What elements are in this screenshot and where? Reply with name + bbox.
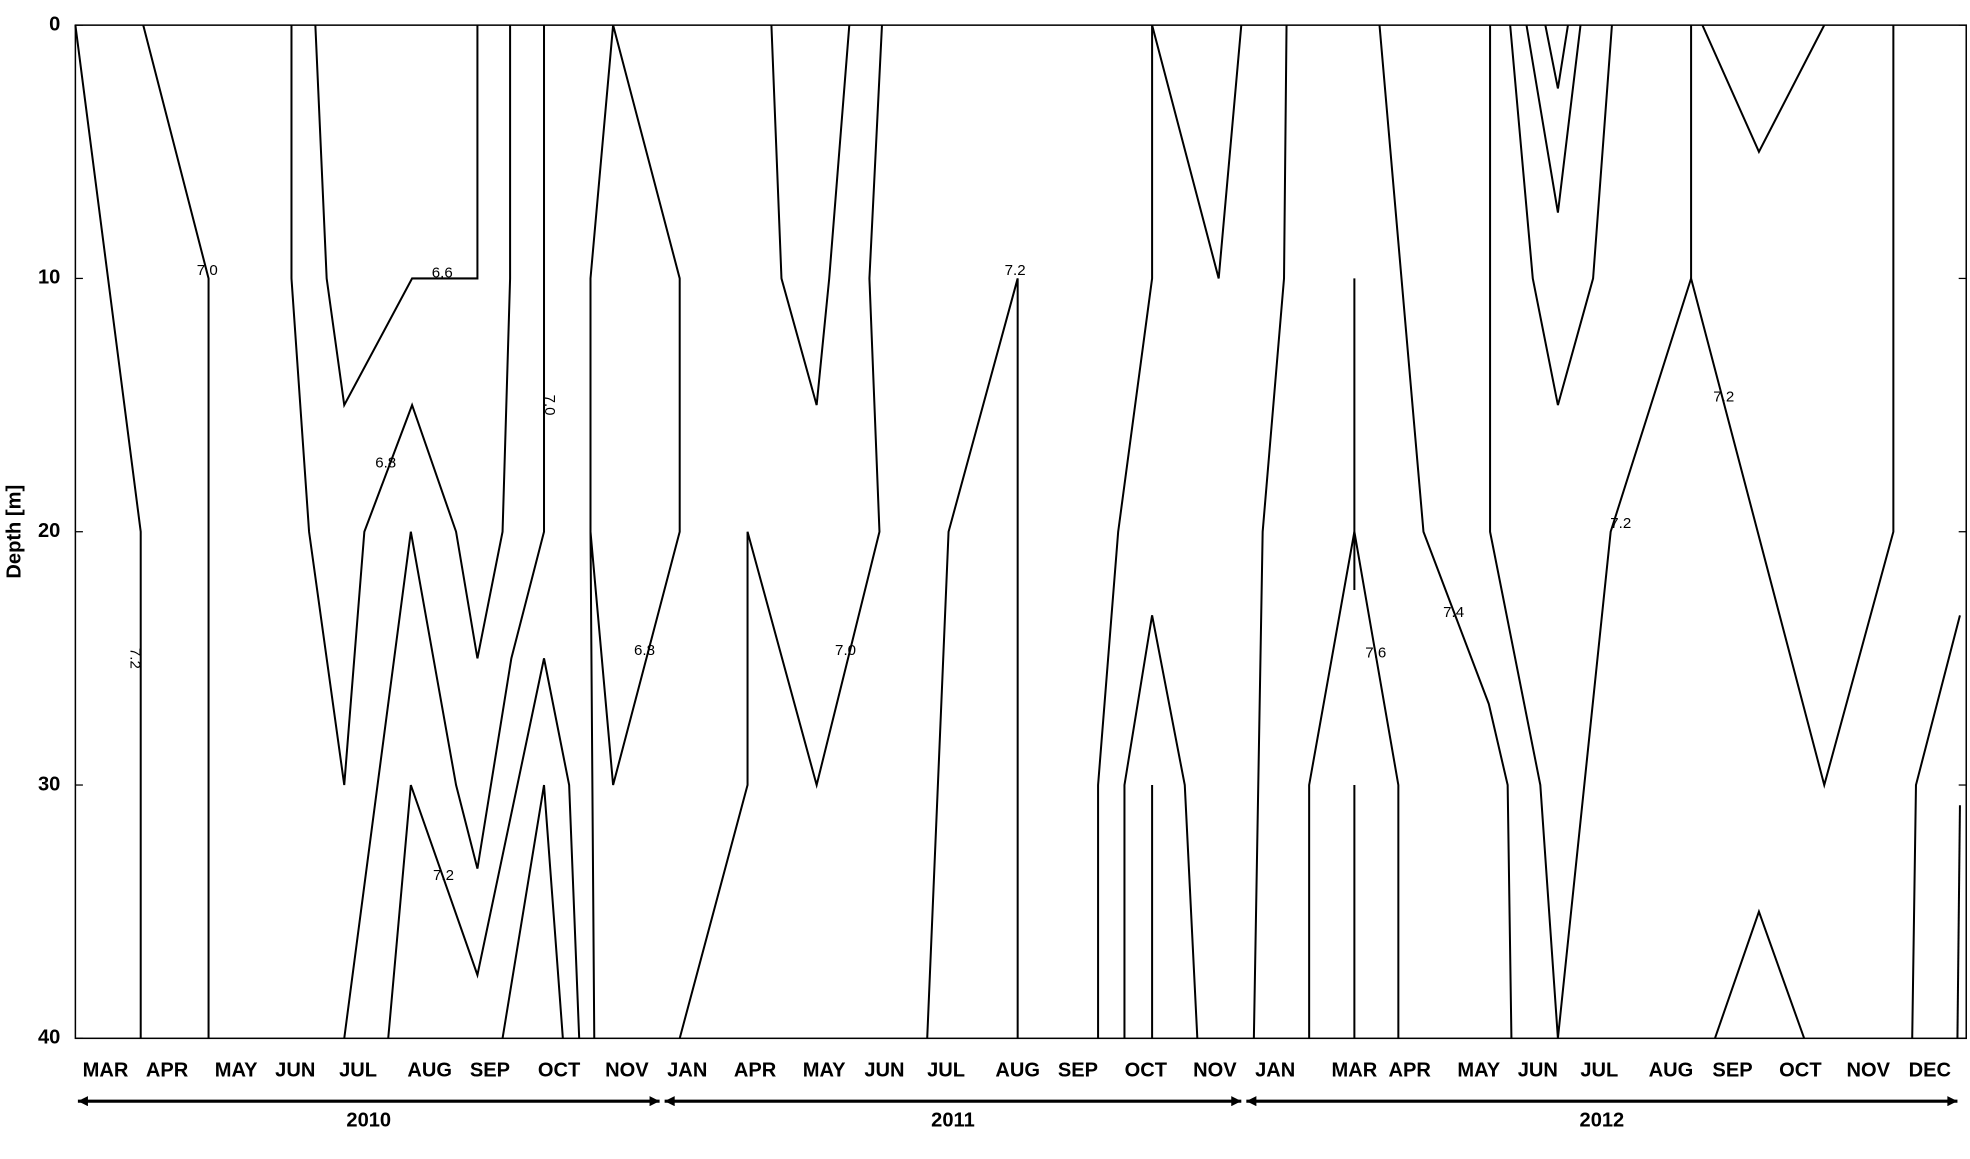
- y-tick-label: 0: [49, 13, 60, 35]
- x-tick-label: MAY: [215, 1059, 258, 1081]
- y-tick-label: 20: [38, 520, 60, 542]
- contour-label: 7.2: [1005, 262, 1026, 279]
- x-tick-label: MAR: [83, 1059, 129, 1081]
- x-tick-label: OCT: [538, 1059, 581, 1081]
- contour-line: [74, 25, 142, 1039]
- contour-line: [926, 278, 1019, 1039]
- contour-line: [387, 658, 581, 1039]
- contour-line: [1509, 25, 1613, 406]
- contour-label: 7.2: [126, 648, 143, 669]
- contour-line: [1097, 25, 1154, 1039]
- x-tick-label: NOV: [1846, 1059, 1890, 1081]
- x-tick-label: APR: [1388, 1059, 1431, 1081]
- contour-label: 7.2: [1610, 515, 1631, 532]
- contour-line: [1123, 615, 1199, 1039]
- x-tick-label: JAN: [667, 1059, 707, 1081]
- y-tick-label: 40: [38, 1027, 60, 1049]
- contour-line: [1252, 25, 1288, 1039]
- contour-line: [1378, 25, 1513, 1039]
- x-tick-label: MAY: [803, 1059, 846, 1081]
- contour-line: [1956, 805, 1961, 1039]
- contour-label: 7.0: [541, 395, 558, 416]
- x-tick-label: JUN: [275, 1059, 315, 1081]
- period-label: 2012: [1580, 1110, 1625, 1132]
- contour-label: 6.8: [634, 642, 655, 659]
- contour-line: [678, 25, 883, 1039]
- y-tick-label: 10: [38, 267, 60, 289]
- x-tick-label: JUL: [339, 1059, 377, 1081]
- contour-label: 7.2: [433, 867, 454, 884]
- contour-line: [1151, 24, 1243, 279]
- contour-line: [290, 25, 512, 786]
- x-tick-label: JAN: [1255, 1059, 1295, 1081]
- x-tick-label: MAR: [1331, 1059, 1377, 1081]
- y-tick-label: 30: [38, 773, 60, 795]
- x-tick-label: APR: [146, 1059, 189, 1081]
- x-tick-label: OCT: [1125, 1059, 1168, 1081]
- x-tick-label: JUL: [927, 1059, 965, 1081]
- x-tick-label: AUG: [407, 1059, 452, 1081]
- x-tick-label: SEP: [1712, 1059, 1752, 1081]
- contour-line: [343, 25, 546, 1039]
- contour-label: 7.6: [1365, 644, 1386, 661]
- contour-line: [1525, 24, 1582, 213]
- contour-line: [314, 25, 479, 409]
- contour-label: 7.0: [197, 262, 218, 279]
- contour-line: [1911, 615, 1961, 1039]
- contour-line: [770, 25, 851, 406]
- contour-label: 6.8: [375, 454, 396, 471]
- contour-label: 6.6: [432, 264, 453, 281]
- y-axis-label: Depth [m]: [3, 485, 25, 579]
- x-tick-label: NOV: [605, 1059, 649, 1081]
- plot-frame: [74, 24, 1967, 1040]
- period-label: 2011: [931, 1110, 975, 1132]
- x-tick-label: AUG: [1649, 1059, 1694, 1081]
- contour-label: 7.2: [1713, 388, 1734, 405]
- contour-line: [1714, 908, 1806, 1039]
- x-tick-label: JUL: [1580, 1059, 1618, 1081]
- contour-line: [1489, 25, 1895, 1039]
- x-tick-label: OCT: [1779, 1059, 1822, 1081]
- x-tick-label: MAY: [1457, 1059, 1500, 1081]
- x-tick-label: JUN: [1518, 1059, 1558, 1081]
- x-tick-label: APR: [734, 1059, 777, 1081]
- contour-label: 7.4: [1443, 604, 1464, 621]
- x-tick-label: DEC: [1909, 1059, 1951, 1081]
- x-tick-label: NOV: [1193, 1059, 1237, 1081]
- contour-line: [589, 24, 681, 1039]
- x-tick-label: SEP: [470, 1059, 510, 1081]
- contour-line: [1701, 24, 1826, 155]
- x-tick-label: SEP: [1058, 1059, 1098, 1081]
- contour-line: [142, 24, 210, 1039]
- contour-label: 7.0: [835, 642, 856, 659]
- contour-line: [1544, 24, 1569, 89]
- contour-line: [501, 784, 564, 1039]
- x-tick-label: JUN: [864, 1059, 904, 1081]
- x-tick-label: AUG: [995, 1059, 1040, 1081]
- period-label: 2010: [346, 1110, 391, 1132]
